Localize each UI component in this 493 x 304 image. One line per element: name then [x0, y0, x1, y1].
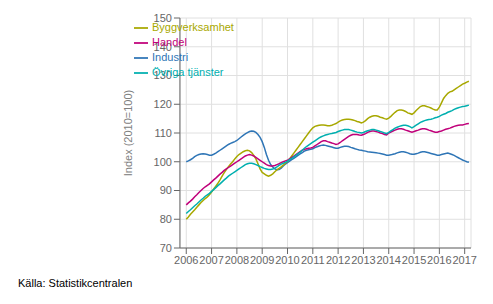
svg-text:2009: 2009 [250, 254, 274, 266]
svg-text:110: 110 [154, 127, 172, 139]
svg-text:2017: 2017 [452, 254, 476, 266]
svg-text:2006: 2006 [174, 254, 198, 266]
svg-text:70: 70 [160, 242, 172, 254]
svg-text:130: 130 [154, 69, 172, 81]
svg-text:2012: 2012 [326, 254, 350, 266]
svg-text:80: 80 [160, 213, 172, 225]
svg-text:2007: 2007 [199, 254, 223, 266]
svg-text:120: 120 [154, 98, 172, 110]
svg-text:2011: 2011 [301, 254, 325, 266]
svg-text:2010: 2010 [275, 254, 299, 266]
svg-text:2008: 2008 [225, 254, 249, 266]
svg-text:2014: 2014 [377, 254, 401, 266]
svg-text:140: 140 [154, 41, 172, 53]
svg-text:2013: 2013 [351, 254, 375, 266]
svg-text:Index (2010=100): Index (2010=100) [122, 90, 134, 177]
svg-text:90: 90 [160, 184, 172, 196]
svg-text:150: 150 [154, 12, 172, 24]
svg-text:2016: 2016 [427, 254, 451, 266]
svg-text:100: 100 [154, 156, 172, 168]
svg-text:2015: 2015 [402, 254, 426, 266]
